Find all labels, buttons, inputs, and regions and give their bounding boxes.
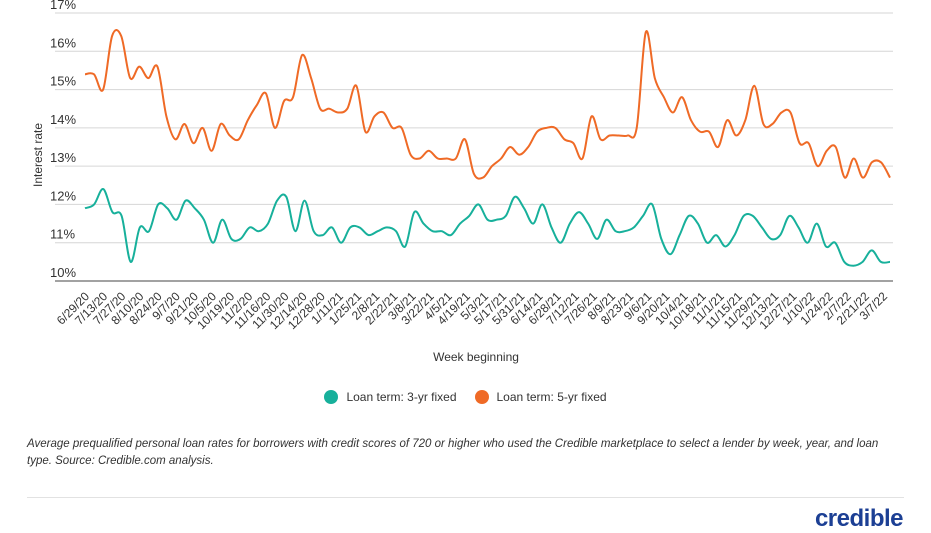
y-tick-label: 13% bbox=[50, 150, 76, 165]
legend-item-3yr[interactable]: Loan term: 3-yr fixed bbox=[324, 390, 457, 404]
y-axis-ticks: 10% 11% 12% 13% 14% 15% 16% 17% bbox=[50, 0, 76, 280]
series-lines bbox=[84, 29, 891, 267]
legend-item-5yr[interactable]: Loan term: 5-yr fixed bbox=[474, 390, 607, 404]
legend-dot-3yr bbox=[324, 390, 339, 404]
legend-label-5yr: Loan term: 5-yr fixed bbox=[496, 390, 607, 404]
y-tick-label: 16% bbox=[50, 35, 76, 50]
y-tick-label: 15% bbox=[50, 74, 76, 89]
y-axis-title: Interest rate bbox=[31, 123, 45, 187]
divider bbox=[27, 497, 904, 498]
y-tick-label: 14% bbox=[50, 112, 76, 127]
chart-caption: Average prequalified personal loan rates… bbox=[27, 438, 879, 467]
y-tick-label: 17% bbox=[50, 0, 76, 12]
legend-label-3yr: Loan term: 3-yr fixed bbox=[346, 390, 457, 404]
line-chart: 10% 11% 12% 13% 14% 15% 16% 17% 6/29/207/13/207… bbox=[31, 0, 893, 364]
x-axis-ticks: 6/29/207/13/207/27/208/10/208/24/209/7/2… bbox=[54, 289, 890, 332]
y-tick-label: 11% bbox=[50, 227, 75, 242]
y-tick-label: 10% bbox=[50, 265, 76, 280]
series-line-5yr bbox=[84, 29, 891, 180]
x-axis-title: Week beginning bbox=[433, 350, 519, 364]
legend: Loan term: 3-yr fixed Loan term: 5-yr fi… bbox=[0, 390, 931, 404]
legend-dot-5yr bbox=[474, 390, 489, 404]
series-line-3yr bbox=[84, 188, 891, 267]
gridlines bbox=[55, 12, 893, 282]
y-tick-label: 12% bbox=[50, 188, 76, 203]
credible-logo[interactable]: credible bbox=[814, 505, 904, 532]
